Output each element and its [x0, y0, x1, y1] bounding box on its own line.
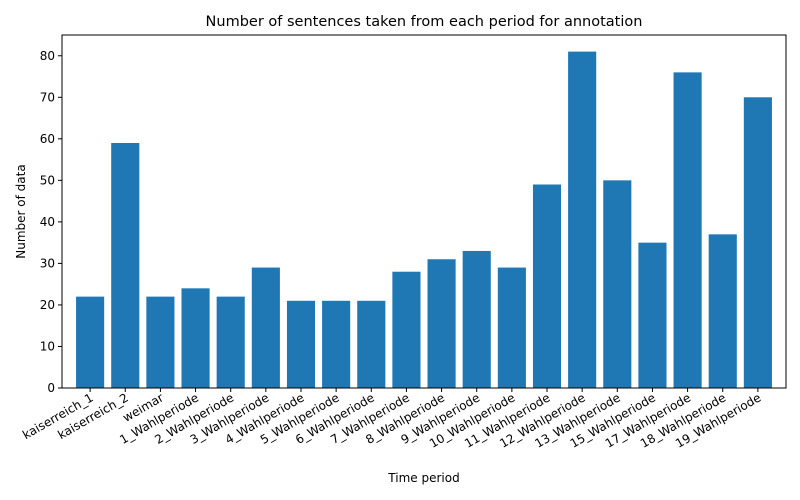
bars-group — [76, 51, 772, 389]
bar-13_Wahlperiode — [603, 180, 632, 388]
chart-title: Number of sentences taken from each peri… — [206, 14, 643, 30]
y-tick-label: 80 — [40, 49, 55, 63]
x-axis-label: Time period — [387, 471, 459, 485]
bar-9_Wahlperiode — [462, 250, 491, 388]
y-tick-label: 60 — [40, 132, 55, 146]
y-tick-label: 70 — [40, 90, 55, 104]
bar-15_Wahlperiode — [638, 242, 667, 388]
bar-7_Wahlperiode — [392, 271, 421, 388]
bar-5_Wahlperiode — [322, 300, 351, 388]
bar-3_Wahlperiode — [251, 267, 280, 388]
y-tick-label: 20 — [40, 298, 55, 312]
y-tick-label: 50 — [40, 173, 55, 187]
y-axis: 0 10 20 30 40 50 60 70 80 — [40, 49, 62, 395]
bar-2_Wahlperiode — [216, 296, 245, 388]
bar-weimar — [146, 296, 175, 388]
y-tick-label: 30 — [40, 256, 55, 270]
y-tick-label: 40 — [40, 215, 55, 229]
bar-6_Wahlperiode — [357, 300, 386, 388]
y-tick-label: 10 — [40, 339, 55, 353]
y-tick-label: 0 — [47, 381, 55, 395]
bar-18_Wahlperiode — [708, 234, 737, 388]
bar-17_Wahlperiode — [673, 72, 702, 389]
bar-11_Wahlperiode — [532, 184, 562, 388]
bar-1_Wahlperiode — [181, 288, 210, 388]
x-axis: kaiserreich_1kaiserreich_2weimar1_Wahlpe… — [20, 388, 763, 451]
bar-kaiserreich_1 — [76, 296, 105, 388]
bar-12_Wahlperiode — [568, 51, 597, 389]
bar-4_Wahlperiode — [286, 300, 316, 388]
bar-8_Wahlperiode — [427, 259, 456, 388]
bar-19_Wahlperiode — [743, 97, 772, 388]
y-axis-label: Number of data — [14, 164, 28, 258]
bar-kaiserreich_2 — [111, 142, 140, 388]
plot-frame — [61, 34, 787, 389]
bar-10_Wahlperiode — [497, 267, 526, 388]
